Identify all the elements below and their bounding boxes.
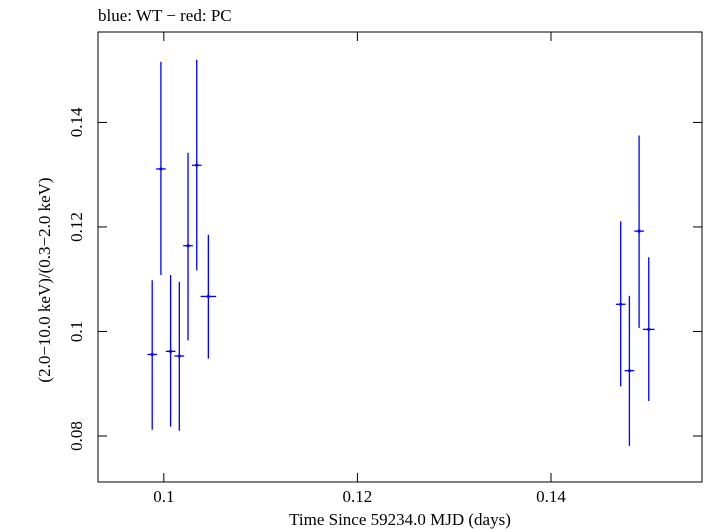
y-axis-label: (2.0−10.0 keV)/(0.3−2.0 keV) <box>35 177 54 383</box>
point-marker <box>206 294 210 299</box>
chart-title: blue: WT − red: PC <box>98 6 232 25</box>
point-marker <box>159 167 163 171</box>
data-point <box>624 295 635 446</box>
y-tick-label: 0.12 <box>67 212 86 242</box>
point-marker <box>168 349 173 353</box>
point-marker <box>195 163 199 167</box>
point-marker <box>177 354 181 358</box>
data-point <box>200 234 217 359</box>
data-series <box>147 59 655 446</box>
y-tick-label: 0.08 <box>67 421 86 451</box>
point-marker <box>627 369 632 373</box>
data-point <box>183 152 193 341</box>
data-point <box>615 221 626 387</box>
y-tick-label: 0.1 <box>67 321 86 342</box>
point-marker <box>150 352 154 357</box>
x-tick-label: 0.1 <box>153 487 174 506</box>
x-tick-label: 0.12 <box>343 487 373 506</box>
x-axis: 0.1 0.12 0.14 <box>153 32 566 506</box>
point-marker <box>647 327 651 331</box>
data-point <box>147 280 158 430</box>
data-point <box>165 275 176 427</box>
data-point <box>634 135 644 328</box>
point-marker <box>619 302 623 306</box>
point-marker <box>637 229 641 233</box>
data-point <box>191 59 202 271</box>
data-point <box>174 281 185 431</box>
y-axis: 0.08 0.1 0.12 0.14 <box>67 107 702 451</box>
plot-frame <box>97 31 703 483</box>
x-tick-label: 0.14 <box>536 487 566 506</box>
data-point <box>642 257 655 401</box>
x-axis-label: Time Since 59234.0 MJD (days) <box>289 510 511 529</box>
y-tick-label: 0.14 <box>67 107 86 137</box>
data-point <box>156 61 166 276</box>
point-marker <box>186 244 190 248</box>
